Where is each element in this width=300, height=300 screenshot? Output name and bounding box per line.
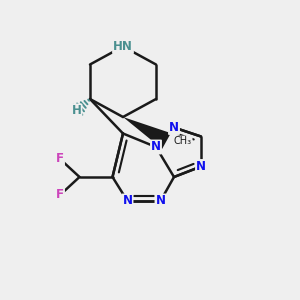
Polygon shape (123, 117, 171, 149)
Text: N: N (169, 121, 179, 134)
Text: F: F (56, 188, 64, 202)
Text: N: N (122, 194, 133, 208)
Text: CH₃: CH₃ (174, 136, 192, 146)
Text: N: N (151, 140, 161, 154)
Text: F: F (56, 152, 64, 166)
Text: HN: HN (113, 40, 133, 53)
Text: H: H (72, 104, 81, 118)
Text: N: N (196, 160, 206, 173)
Text: N: N (155, 194, 166, 208)
